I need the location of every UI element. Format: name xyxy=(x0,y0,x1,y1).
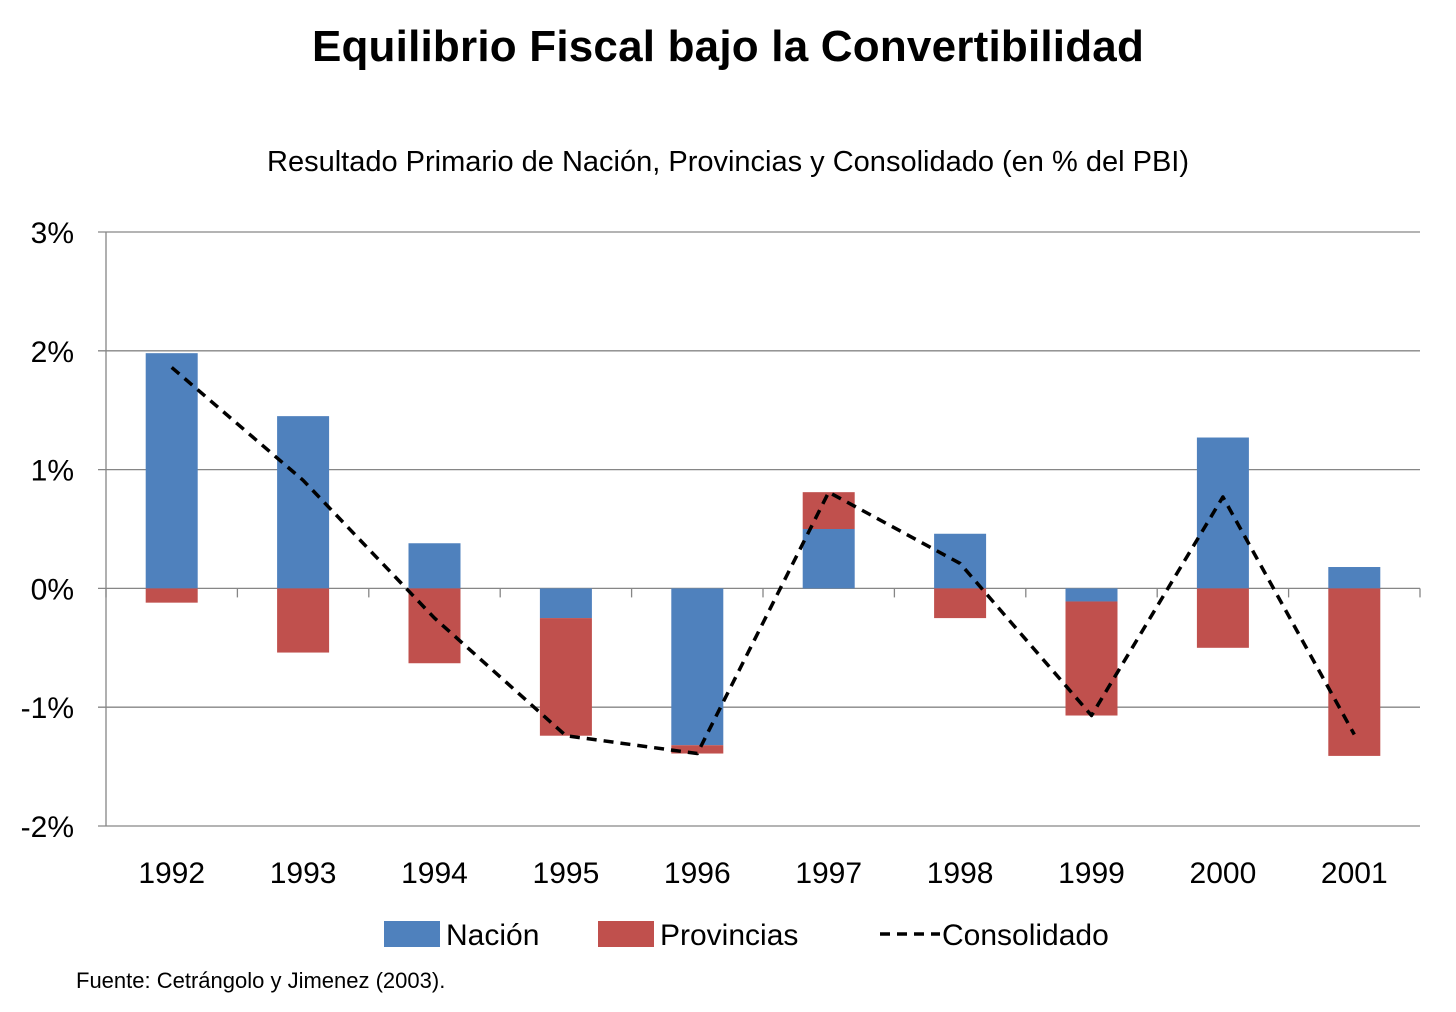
bar-provincias-1998 xyxy=(934,588,987,619)
bar-provincias-1994 xyxy=(408,588,461,664)
y-tick-label: 2% xyxy=(31,336,74,369)
legend-label: Consolidado xyxy=(942,919,1109,952)
x-tick-label: 1994 xyxy=(401,857,468,890)
bar-provincias-2000 xyxy=(1196,588,1249,648)
x-tick-label: 1996 xyxy=(664,857,731,890)
bar-nación-1995 xyxy=(539,588,592,619)
x-tick-label: 1999 xyxy=(1058,857,1125,890)
bar-provincias-1992 xyxy=(145,588,198,603)
chart-subtitle: Resultado Primario de Nación, Provincias… xyxy=(267,146,1189,178)
bar-provincias-1996 xyxy=(671,745,724,754)
y-tick-label: -1% xyxy=(21,692,74,725)
legend-swatch-provincias xyxy=(598,921,654,947)
bar-nación-2001 xyxy=(1328,567,1381,589)
bar-nación-1999 xyxy=(1065,588,1118,602)
bar-nación-1998 xyxy=(934,533,987,589)
line-consolidado xyxy=(170,366,1356,756)
x-tick-label: 1995 xyxy=(533,857,600,890)
legend-label: Nación xyxy=(446,919,539,952)
x-tick-label: 2001 xyxy=(1321,857,1388,890)
bar-nación-2000 xyxy=(1196,437,1249,589)
y-tick-label: 3% xyxy=(31,217,74,250)
x-tick-label: 1993 xyxy=(270,857,337,890)
y-tick-label: 0% xyxy=(31,573,74,606)
x-tick-label: 2000 xyxy=(1190,857,1257,890)
x-tick-label: 1997 xyxy=(795,857,862,890)
legend-swatch-nación xyxy=(384,921,440,947)
x-tick-label: 1998 xyxy=(927,857,994,890)
legend-label: Provincias xyxy=(660,919,798,952)
chart-source: Fuente: Cetrángolo y Jimenez (2003). xyxy=(76,968,446,993)
y-tick-label: 1% xyxy=(31,455,74,488)
bar-nación-1994 xyxy=(408,543,461,589)
bar-nación-1993 xyxy=(277,416,330,589)
chart-title: Equilibrio Fiscal bajo la Convertibilida… xyxy=(311,22,1145,71)
bar-provincias-1999 xyxy=(1065,601,1118,716)
bar-nación-1996 xyxy=(671,588,724,746)
bar-nación-1997 xyxy=(802,529,855,589)
bar-provincias-1997 xyxy=(802,492,855,529)
bar-provincias-2001 xyxy=(1328,588,1381,756)
bar-provincias-1993 xyxy=(277,588,330,653)
bar-provincias-1995 xyxy=(539,618,592,736)
x-tick-label: 1992 xyxy=(138,857,205,890)
y-tick-label: -2% xyxy=(21,811,74,844)
bar-nación-1992 xyxy=(145,353,198,589)
